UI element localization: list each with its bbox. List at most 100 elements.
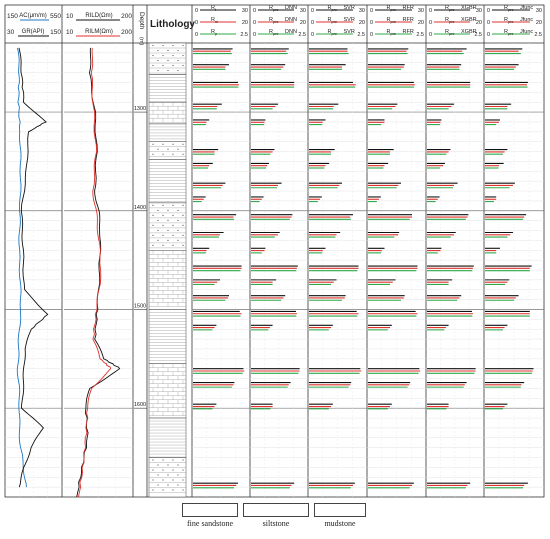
bar-scale-left: 0: [487, 20, 490, 26]
sand-dot: [167, 49, 169, 52]
sand-dot: [182, 479, 184, 481]
sand-dot: [167, 209, 169, 211]
bar-series-label: Rpre: [387, 17, 397, 24]
bar-series-label: Rt: [211, 5, 217, 12]
bar-scale-right: 30: [300, 8, 306, 14]
bar-scale-right: 20: [242, 20, 248, 26]
sand-dot: [162, 54, 164, 57]
bar-series-label: Rpre: [269, 29, 279, 36]
sand-dot: [182, 44, 184, 47]
sand-dot: [162, 234, 164, 236]
sand-dot: [152, 224, 154, 226]
sand-dot: [172, 54, 174, 57]
bar-scale-left: 0: [370, 8, 373, 14]
sand-dot: [162, 143, 164, 145]
sand-dot: [157, 239, 159, 241]
sand-dot: [152, 54, 154, 57]
bar-scale-left: 0: [487, 8, 490, 14]
gr-scale-right: 150: [50, 29, 61, 36]
sand-dot: [152, 459, 154, 461]
bar-scale-right: 2.5: [298, 32, 306, 38]
sand-dot: [172, 44, 174, 47]
gr-label: GR(API): [22, 29, 45, 35]
bar-model-label: Jfunc: [520, 5, 533, 11]
bar-model-label: DNN: [285, 29, 297, 35]
lithology-layer: [148, 159, 187, 204]
legend-swatch-siltstone: [243, 503, 309, 517]
sand-dot: [177, 484, 179, 486]
sand-dot: [157, 209, 159, 211]
bar-scale-right: 20: [300, 20, 306, 26]
bar-model-label: XGBR: [461, 29, 477, 35]
bar-scale-right: 30: [242, 8, 248, 14]
sand-dot: [182, 469, 184, 471]
sand-dot: [167, 59, 169, 62]
sand-dot: [167, 484, 169, 486]
bar-model-label: XGBR: [461, 5, 477, 11]
sand-dot: [177, 239, 179, 241]
sand-dot: [152, 489, 154, 491]
sand-dot: [172, 143, 174, 145]
bar-series-label: Rpre: [445, 29, 455, 36]
bar-series-label: Rpre: [328, 5, 338, 12]
sand-dot: [157, 219, 159, 221]
sand-dot: [162, 489, 164, 491]
lithology-layer: [148, 101, 187, 125]
sand-dot: [152, 153, 154, 155]
sand-dot: [162, 469, 164, 471]
sand-dot: [167, 474, 169, 476]
ac-scale-right: 550: [50, 13, 61, 20]
sand-dot: [157, 229, 159, 231]
sand-dot: [162, 204, 164, 206]
sand-dot: [177, 209, 179, 211]
bar-scale-left: 0: [429, 20, 432, 26]
bar-scale-right: 30: [476, 8, 482, 14]
bar-scale-left: 0: [487, 32, 490, 38]
sand-dot: [162, 214, 164, 216]
lithology-layer: [148, 74, 187, 103]
bar-scale-left: 0: [311, 32, 314, 38]
sand-dot: [177, 229, 179, 231]
sand-dot: [157, 59, 159, 62]
sand-dot: [182, 204, 184, 206]
sand-dot: [157, 484, 159, 486]
sand-dot: [162, 244, 164, 246]
sand-dot: [172, 489, 174, 491]
bar-scale-right: 20: [536, 20, 542, 26]
bar-model-label: Jfunc: [520, 29, 533, 35]
bar-series-label: Rpre: [504, 5, 514, 12]
bar-scale-right: 2.5: [474, 32, 482, 38]
rild-label: RILD(Ωm): [85, 13, 112, 19]
sand-dot: [172, 204, 174, 206]
rilm-scale-right: 200: [121, 29, 132, 36]
bar-scale-left: 0: [253, 20, 256, 26]
sand-dot: [177, 59, 179, 62]
sand-dot: [177, 464, 179, 466]
bar-model-label: DNN: [285, 17, 297, 23]
sand-dot: [182, 153, 184, 155]
bar-scale-left: 0: [429, 32, 432, 38]
rild-curve: [76, 47, 121, 498]
bar-series-label: Rpre: [269, 5, 279, 12]
sand-dot: [152, 214, 154, 216]
sand-dot: [152, 469, 154, 471]
sand-dot: [152, 244, 154, 246]
sand-dot: [172, 64, 174, 67]
sand-dot: [172, 479, 174, 481]
sand-dot: [162, 224, 164, 226]
depth-tick-label: 1400: [134, 205, 146, 211]
sand-dot: [157, 69, 159, 72]
bar-series-label: Rpre: [445, 5, 455, 12]
sand-dot: [177, 49, 179, 52]
bar-model-label: RFR: [403, 5, 414, 11]
bar-scale-right: 2.5: [416, 32, 424, 38]
ac-label: AC(μm/m): [19, 13, 46, 19]
lithology-title: Lithology: [150, 19, 195, 30]
sand-dot: [162, 64, 164, 67]
rilm-scale-left: 10: [66, 29, 74, 36]
sand-dot: [182, 489, 184, 491]
rild-scale-left: 10: [66, 13, 74, 20]
bar-series-label: Rpre: [328, 29, 338, 36]
